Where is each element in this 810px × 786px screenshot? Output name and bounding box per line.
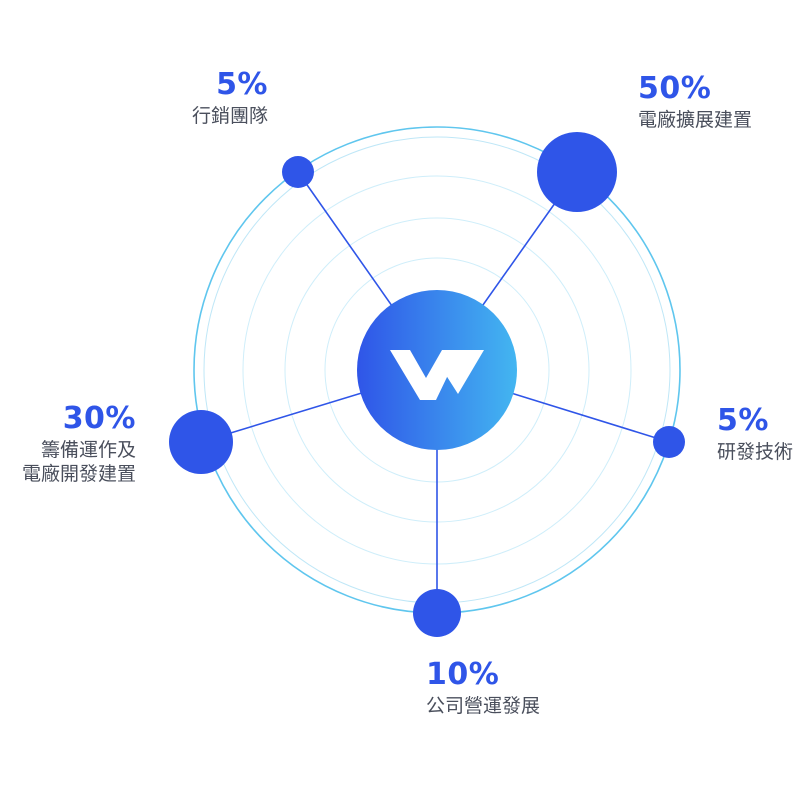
label-rnd: 5% 研發技術: [717, 406, 793, 464]
node-marketing: [282, 156, 314, 188]
node-rnd: [653, 426, 685, 458]
label-preparation: 30% 籌備運作及 電廠開發建置: [0, 404, 136, 486]
percent-preparation: 30%: [62, 401, 136, 436]
percent-operations: 10%: [426, 657, 500, 692]
node-operations: [413, 589, 461, 637]
w-logo-icon: [390, 350, 484, 400]
name-preparation: 籌備運作及 電廠開發建置: [21, 439, 136, 485]
name-marketing: 行銷團隊: [191, 105, 268, 127]
percent-plant-expansion: 50%: [638, 71, 712, 106]
node-preparation: [169, 410, 233, 474]
name-rnd: 研發技術: [717, 441, 794, 463]
label-operations: 10% 公司營運發展: [426, 660, 540, 718]
label-marketing: 5% 行銷團隊: [178, 70, 268, 128]
percent-rnd: 5%: [717, 403, 769, 438]
node-plant-expansion: [537, 132, 617, 212]
percent-marketing: 5%: [216, 67, 268, 102]
label-plant-expansion: 50% 電廠擴展建置: [638, 74, 752, 132]
name-operations: 公司營運發展: [426, 695, 541, 717]
name-plant-expansion: 電廠擴展建置: [638, 109, 753, 131]
